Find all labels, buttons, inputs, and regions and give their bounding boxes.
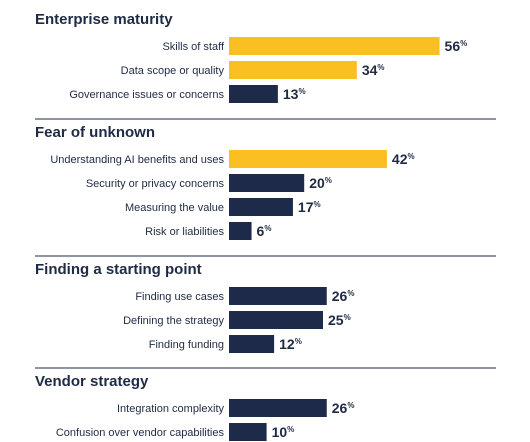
bar — [229, 174, 305, 192]
data-label: 26% — [332, 288, 355, 304]
data-label-unit: % — [287, 425, 294, 434]
category-label: Understanding AI benefits and uses — [50, 154, 224, 166]
data-label-unit: % — [344, 313, 351, 322]
bar — [229, 85, 278, 103]
data-label-value: 17 — [298, 199, 314, 215]
bar — [229, 311, 323, 329]
section-title: Finding a starting point — [35, 261, 202, 278]
bar — [229, 423, 267, 441]
data-label: 13% — [283, 86, 306, 102]
data-label: 25% — [328, 312, 351, 328]
bar — [229, 150, 387, 168]
data-label-value: 12 — [279, 336, 295, 352]
bar — [229, 61, 357, 79]
data-label-unit: % — [347, 401, 354, 410]
section-title: Enterprise maturity — [35, 11, 173, 28]
data-label-unit: % — [407, 152, 414, 161]
group-0: Enterprise maturity Skills of staff 56% Dat… — [35, 11, 467, 103]
section-title: Fear of unknown — [35, 124, 155, 141]
data-label-unit: % — [298, 87, 305, 96]
data-label: 42% — [392, 151, 415, 167]
group-2: Finding a starting point Finding use case… — [35, 255, 496, 353]
category-label: Finding funding — [149, 339, 224, 351]
category-label: Governance issues or concerns — [69, 89, 224, 101]
data-label-unit: % — [377, 63, 384, 72]
data-label-value: 10 — [272, 424, 288, 440]
category-label: Defining the strategy — [123, 315, 224, 327]
group-1: Fear of unknown Understanding AI benefits… — [35, 118, 496, 240]
data-label-unit: % — [264, 224, 271, 233]
data-label: 12% — [279, 336, 302, 352]
data-label-unit: % — [460, 39, 467, 48]
data-label-value: 26 — [332, 400, 348, 416]
data-label-value: 13 — [283, 86, 299, 102]
data-label-unit: % — [295, 337, 302, 346]
data-label: 20% — [309, 175, 332, 191]
group-3: Vendor strategy Integration complexity 26%… — [35, 367, 496, 441]
bar — [229, 37, 440, 55]
data-label-unit: % — [347, 289, 354, 298]
category-label: Risk or liabilities — [145, 226, 224, 238]
data-label-value: 25 — [328, 312, 344, 328]
data-label: 34% — [362, 62, 385, 78]
section-title: Vendor strategy — [35, 373, 149, 390]
category-label: Skills of staff — [162, 41, 224, 53]
bar — [229, 399, 327, 417]
category-label: Security or privacy concerns — [86, 178, 225, 190]
data-label-value: 56 — [445, 38, 461, 54]
data-label: 10% — [272, 424, 295, 440]
category-label: Measuring the value — [125, 202, 224, 214]
data-label-value: 34 — [362, 62, 378, 78]
data-label-value: 20 — [309, 175, 325, 191]
data-label-value: 26 — [332, 288, 348, 304]
data-label-value: 6 — [257, 223, 265, 239]
data-label-unit: % — [313, 200, 320, 209]
data-label: 17% — [298, 199, 321, 215]
category-label: Data scope or quality — [121, 65, 225, 77]
category-label: Confusion over vendor capabilities — [56, 427, 225, 439]
bar — [229, 198, 293, 216]
data-label-unit: % — [325, 176, 332, 185]
bar — [229, 222, 252, 240]
category-label: Integration complexity — [117, 403, 224, 415]
data-label: 26% — [332, 400, 355, 416]
bar — [229, 335, 275, 353]
data-label: 56% — [445, 38, 468, 54]
data-label: 6% — [257, 223, 272, 239]
bar — [229, 287, 327, 305]
category-label: Finding use cases — [135, 291, 224, 303]
data-label-value: 42 — [392, 151, 408, 167]
